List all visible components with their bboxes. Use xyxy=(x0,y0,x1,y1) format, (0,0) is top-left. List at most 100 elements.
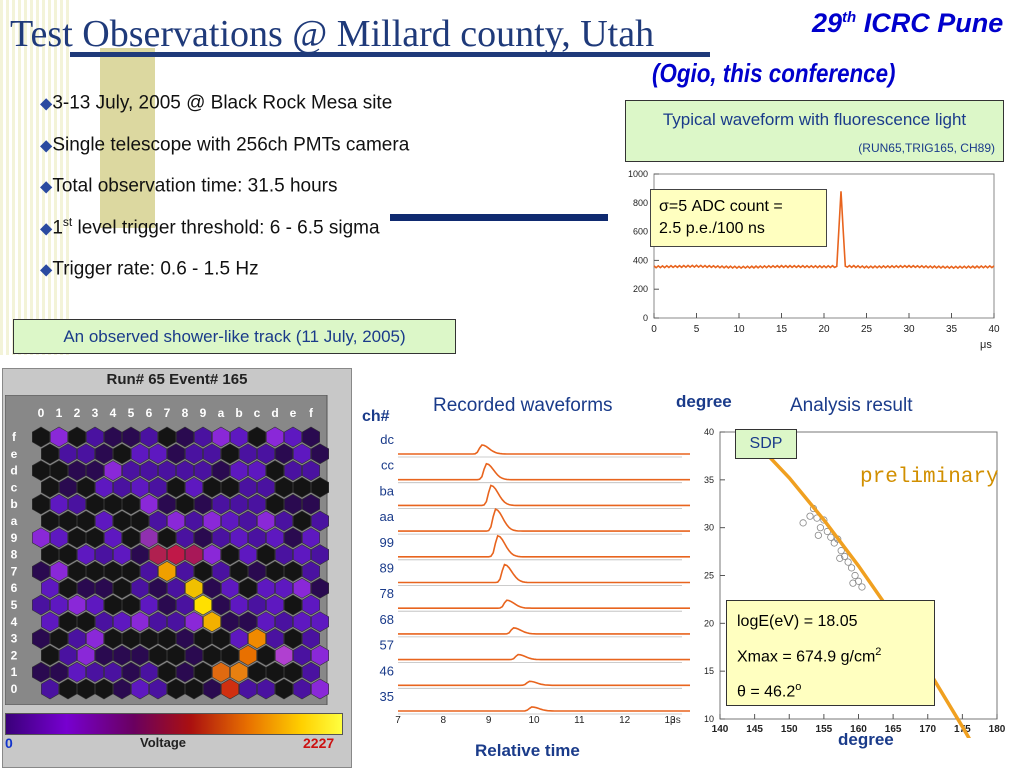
hex-pixel xyxy=(86,493,104,515)
hex-pixel xyxy=(58,678,77,700)
hex-pixel xyxy=(221,678,239,700)
hex-pixel xyxy=(113,510,131,532)
x-tick-label: 160 xyxy=(850,724,867,735)
channel-label: 99 xyxy=(380,535,394,550)
x-tick-label: 180 xyxy=(989,724,1006,735)
hex-pixel xyxy=(230,527,248,549)
channel-waveform xyxy=(398,563,690,584)
hex-pixel xyxy=(77,510,95,532)
sigma-info-box: σ=5 ADC count = 2.5 p.e./100 ns xyxy=(650,189,827,247)
hex-pixel xyxy=(274,577,294,599)
x-axis: 0 5 10 15 20 25 30 35 40 xyxy=(651,313,1000,335)
x-tick-label: 5 xyxy=(694,324,700,335)
hex-pixel xyxy=(31,594,51,616)
y-tick-label: 25 xyxy=(704,571,714,581)
hex-pixel xyxy=(292,645,312,666)
hex-pixel xyxy=(185,577,203,599)
hex-pixel xyxy=(113,611,131,633)
hex-pixel xyxy=(185,678,203,700)
hex-pixel xyxy=(283,460,303,481)
hex-pixel xyxy=(167,645,185,666)
hex-pixel xyxy=(310,611,330,633)
hex-pixel xyxy=(49,460,69,481)
hex-pixel xyxy=(301,661,321,683)
hex-pixel xyxy=(283,426,303,448)
hex-pixel xyxy=(113,678,131,700)
channel-waveform xyxy=(398,653,690,661)
hex-pixel xyxy=(230,594,248,616)
hex-pixel xyxy=(67,661,86,683)
track-caption-box: An observed shower-like track (11 July, … xyxy=(13,319,456,354)
hex-pixel xyxy=(113,443,131,465)
diamond-bullet-icon: ◆ xyxy=(40,136,53,154)
hex-pixel xyxy=(58,443,77,465)
hex-pixel xyxy=(67,561,86,582)
y-tick-label: 40 xyxy=(704,427,714,437)
hex-pixel xyxy=(58,477,77,498)
channel-label: cc xyxy=(381,458,395,473)
hex-pixel xyxy=(40,611,60,633)
hex-pixel xyxy=(149,678,167,700)
hex-pixel xyxy=(194,527,212,549)
data-point xyxy=(820,516,828,524)
hex-pixel xyxy=(149,645,167,666)
hex-pixel xyxy=(104,527,122,549)
hex-pixel xyxy=(104,561,122,582)
hex-pixel xyxy=(40,544,60,565)
channel-label: ba xyxy=(380,483,395,498)
hex-pixel xyxy=(292,577,312,599)
decorative-stripes xyxy=(0,0,72,355)
hex-pixel xyxy=(149,477,167,498)
hex-pixel xyxy=(265,493,285,515)
hex-pixel xyxy=(113,645,131,666)
hex-pixel xyxy=(283,493,303,515)
waveform-caption-title: Typical waveform with fluorescence light xyxy=(662,110,967,129)
hex-pixel xyxy=(176,460,194,481)
hex-pixel xyxy=(140,527,158,549)
hex-pixel xyxy=(49,527,69,549)
hex-pixel xyxy=(158,460,176,481)
row-label: c xyxy=(11,480,18,494)
hex-pixel xyxy=(158,661,176,683)
hex-pixel xyxy=(221,477,239,498)
hex-pixel xyxy=(274,544,294,565)
hex-pixel xyxy=(212,493,230,515)
hex-pixel xyxy=(230,628,248,649)
hex-pixel xyxy=(257,443,276,465)
channel-label: 78 xyxy=(380,586,394,601)
row-label: 5 xyxy=(11,598,18,612)
title-underline xyxy=(70,52,710,57)
hex-pixel xyxy=(167,510,185,532)
sigma-line-1: σ=5 ADC count = xyxy=(659,198,783,215)
hex-pixel xyxy=(194,426,212,448)
channel-waveform xyxy=(398,706,690,712)
channel-waveform xyxy=(398,534,690,558)
x-tick-label: 165 xyxy=(885,724,902,735)
hex-pixel xyxy=(122,426,140,448)
hex-pixel xyxy=(40,645,60,666)
hex-pixel xyxy=(95,443,113,465)
hex-pixel xyxy=(58,611,77,633)
hex-pixel xyxy=(122,628,140,649)
hex-pixel xyxy=(77,477,95,498)
hex-pixel xyxy=(230,460,248,481)
hex-pixel xyxy=(265,561,285,582)
hex-pixel xyxy=(140,661,158,683)
hex-pixel xyxy=(140,561,158,582)
channel-label: 35 xyxy=(380,689,394,704)
x-axis-unit: μs xyxy=(980,339,992,351)
hex-pixel xyxy=(257,544,276,565)
x-axis-unit: μs xyxy=(670,715,681,726)
channel-waveform xyxy=(398,507,690,532)
hex-pixel xyxy=(67,594,86,616)
hex-pixel xyxy=(40,443,60,465)
analysis-title: Analysis result xyxy=(790,395,913,416)
hex-pixel xyxy=(67,628,86,649)
hex-pixel xyxy=(158,493,176,515)
hex-pixel xyxy=(77,544,95,565)
row-label: 0 xyxy=(11,682,18,696)
x-tick-label: 155 xyxy=(816,724,833,735)
fit-curve xyxy=(746,432,971,738)
